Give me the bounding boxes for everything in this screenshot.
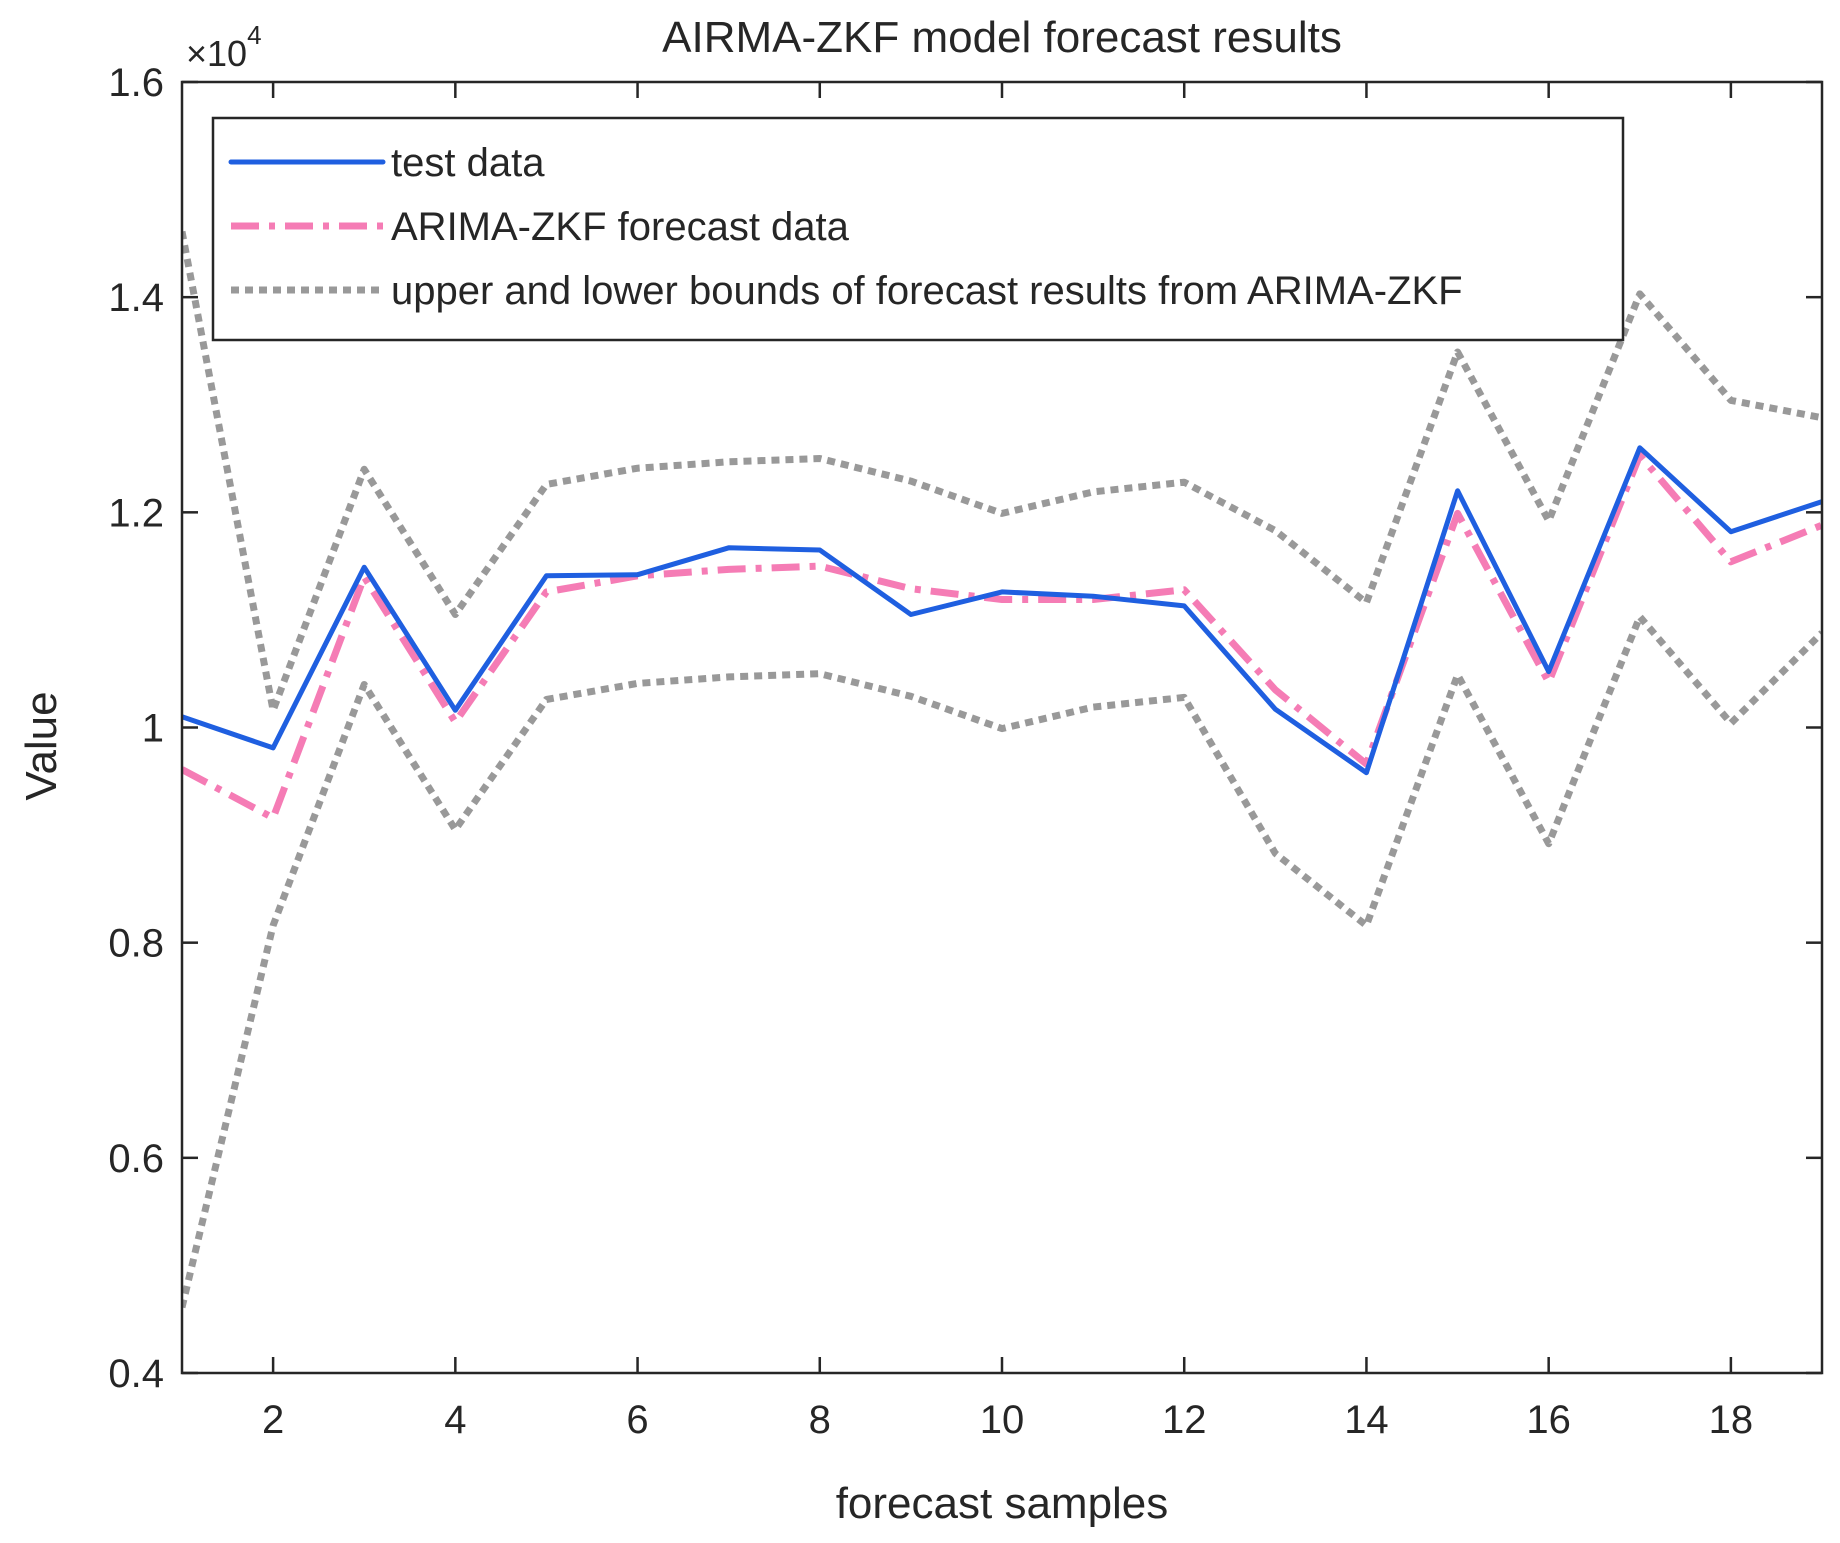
x-tick-label: 12 xyxy=(1162,1398,1207,1442)
x-tick-label: 4 xyxy=(444,1398,466,1442)
x-axis-label: forecast samples xyxy=(836,1479,1169,1528)
series-line-test-data xyxy=(182,445,1822,776)
series-line-arima-zkf-forecast-data xyxy=(182,451,1822,822)
plot-area xyxy=(182,230,1822,1309)
legend-label: ARIMA-ZKF forecast data xyxy=(391,205,850,249)
y-tick-label: 1.4 xyxy=(108,276,164,320)
y-tick-label: 1 xyxy=(142,707,164,751)
y-tick-label: 0.4 xyxy=(108,1352,164,1396)
x-tick-label: 10 xyxy=(980,1398,1025,1442)
x-tick-label: 18 xyxy=(1709,1398,1754,1442)
axes: 2 4 6 8 10 12 14 16 18 0.4 0.6 0.8 1 1.2 1.4 1.6 xyxy=(108,61,1824,1442)
y-exponent-label: ×104 xyxy=(186,20,262,74)
legend: test data ARIMA-ZKF forecast data upper an… xyxy=(211,116,1625,342)
x-tick-label: 6 xyxy=(626,1398,648,1442)
x-tick-label: 16 xyxy=(1526,1398,1571,1442)
y-tick-label: 0.8 xyxy=(108,922,164,966)
chart-title: AIRMA-ZKF model forecast results xyxy=(662,13,1342,62)
y-tick-label: 1.2 xyxy=(108,491,164,535)
y-axis-label: Value xyxy=(17,691,66,800)
series-line-lower-bound xyxy=(182,613,1822,1309)
y-exponent-power: 4 xyxy=(247,20,261,50)
series-line-upper-and-lower-bounds-of-forecast-results-from-arima-zkf xyxy=(182,230,1822,714)
legend-label: upper and lower bounds of forecast resul… xyxy=(391,269,1463,313)
y-tick-label: 0.6 xyxy=(108,1137,164,1181)
x-tick-label: 2 xyxy=(262,1398,284,1442)
legend-label: test data xyxy=(391,141,545,185)
x-tick-label: 8 xyxy=(809,1398,831,1442)
y-tick-label: 1.6 xyxy=(108,61,164,105)
y-exponent-base: ×10 xyxy=(186,33,247,74)
legend-box xyxy=(211,116,1625,342)
x-tick-label: 14 xyxy=(1344,1398,1389,1442)
